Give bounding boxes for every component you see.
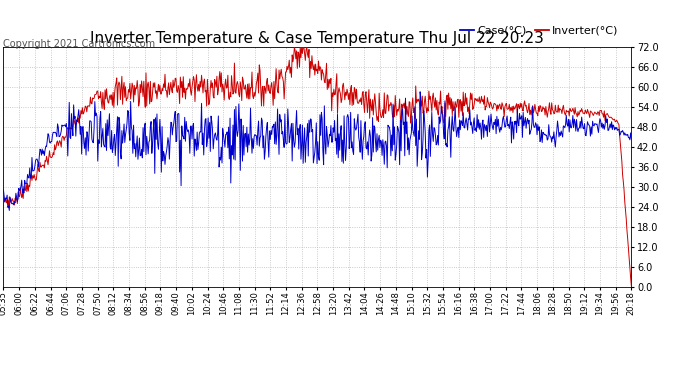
Legend: Case(°C), Inverter(°C): Case(°C), Inverter(°C) (456, 21, 622, 40)
Title: Inverter Temperature & Case Temperature Thu Jul 22 20:23: Inverter Temperature & Case Temperature … (90, 31, 544, 46)
Text: Copyright 2021 Cartronics.com: Copyright 2021 Cartronics.com (3, 39, 155, 50)
